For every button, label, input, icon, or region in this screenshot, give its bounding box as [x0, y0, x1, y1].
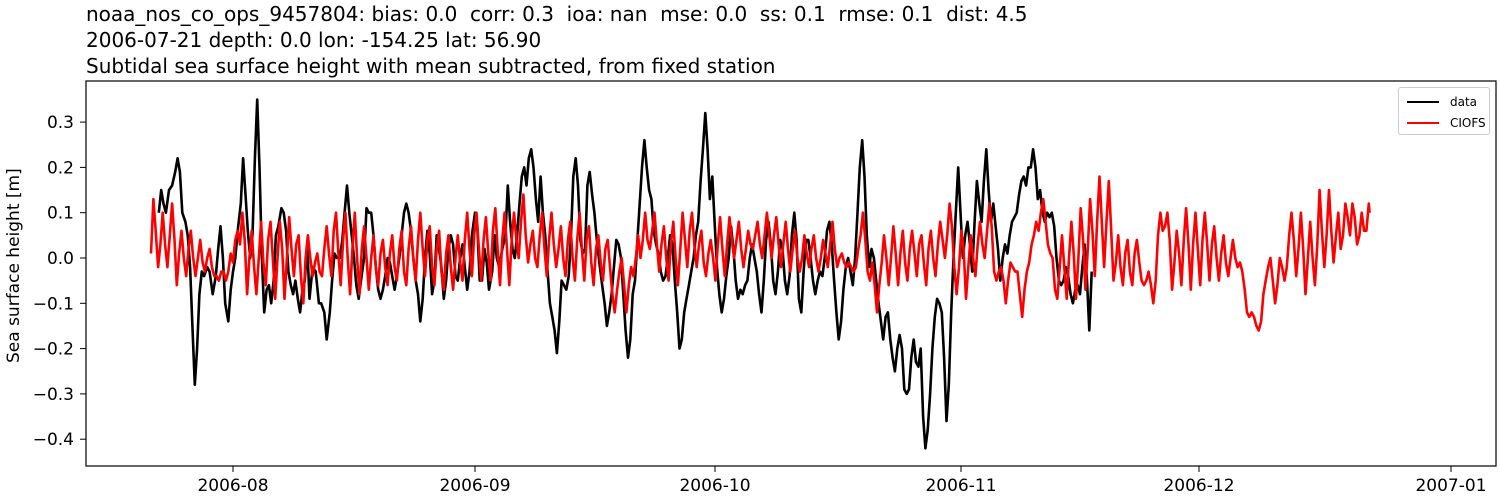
x-tick-label: 2006-09 [439, 476, 510, 496]
chart-title-location: 2006-07-21 depth: 0.0 lon: -154.25 lat: … [86, 28, 542, 52]
x-tick-label: 2007-01 [1415, 476, 1486, 496]
x-tick-label: 2006-11 [925, 476, 996, 496]
legend: data CIOFS [1398, 87, 1490, 135]
y-tick-label: −0.3 [33, 385, 74, 405]
series-line-ciofs [149, 175, 1371, 332]
y-tick-label: −0.2 [33, 340, 74, 360]
legend-item-ciofs: CIOFS [1407, 114, 1486, 132]
y-tick-label: −0.1 [33, 294, 74, 314]
legend-line-ciofs-icon [1407, 122, 1439, 124]
legend-item-data: data [1407, 93, 1477, 111]
x-axis: 2006-08 2006-09 2006-10 2006-11 2006-12 2007-… [197, 466, 1487, 496]
legend-line-data-icon [1407, 101, 1439, 103]
legend-label-data: data [1450, 95, 1478, 109]
plot-series [149, 98, 1371, 450]
y-tick-label: 0.1 [47, 204, 74, 224]
chart-title-stats: noaa_nos_co_ops_9457804: bias: 0.0 corr:… [86, 2, 1028, 26]
y-tick-label: 0.3 [47, 113, 74, 133]
y-axis-label: Sea surface height [m] [4, 168, 24, 363]
chart-title-description: Subtidal sea surface height with mean su… [86, 54, 776, 78]
y-axis: 0.3 0.2 0.1 0.0 −0.1 −0.2 −0.3 −0.4 [33, 113, 86, 450]
series-line-data [157, 98, 1093, 450]
y-tick-label: 0.0 [47, 249, 74, 269]
legend-label-ciofs: CIOFS [1450, 116, 1486, 130]
axes-frame [85, 80, 1497, 467]
x-tick-label: 2006-08 [197, 476, 268, 496]
x-tick-label: 2006-12 [1163, 476, 1234, 496]
x-tick-label: 2006-10 [679, 476, 750, 496]
y-tick-label: 0.2 [47, 158, 74, 178]
y-tick-label: −0.4 [33, 430, 74, 450]
